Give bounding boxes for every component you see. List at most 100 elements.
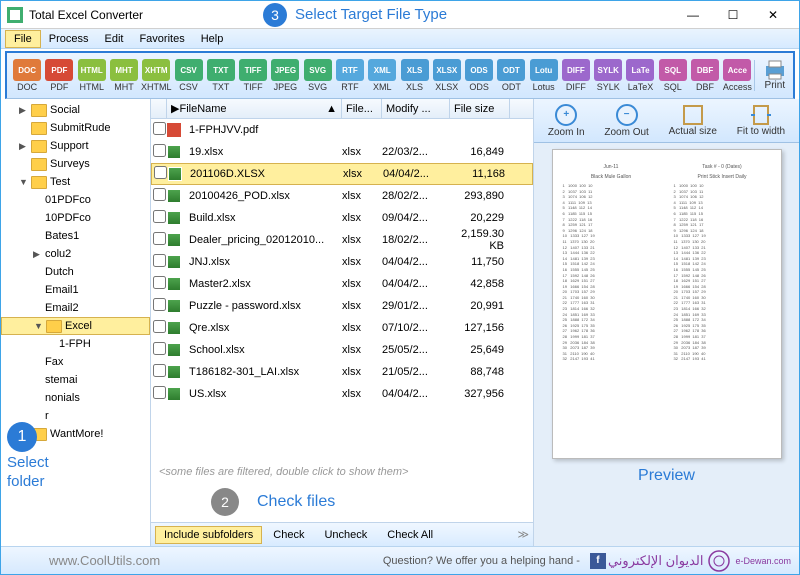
file-checkbox[interactable] [154, 166, 167, 179]
brand-logo-icon [707, 549, 731, 573]
menu-process[interactable]: Process [41, 31, 97, 47]
tree-item[interactable]: ▼Test [1, 173, 150, 191]
tree-item[interactable]: ▶colu2 [1, 245, 150, 263]
tree-item[interactable]: Bates1 [1, 227, 150, 245]
tree-item[interactable]: 01PDFco [1, 191, 150, 209]
format-xlsx-button[interactable]: XLSXXLSX [431, 59, 463, 92]
tree-item[interactable]: Fax [1, 353, 150, 371]
tree-item[interactable]: ▶Social [1, 101, 150, 119]
file-checkbox[interactable] [153, 210, 166, 223]
format-latex-button[interactable]: LaTeLaTeX [624, 59, 656, 92]
tree-item[interactable]: ▶Support [1, 137, 150, 155]
format-xml-button[interactable]: XMLXML [366, 59, 398, 92]
menu-favorites[interactable]: Favorites [131, 31, 192, 47]
file-checkbox[interactable] [153, 298, 166, 311]
format-html-button[interactable]: HTMLHTML [76, 59, 108, 92]
menubar: File Process Edit Favorites Help [1, 29, 799, 49]
format-mht-button[interactable]: MHTMHT [108, 59, 140, 92]
tree-item[interactable]: ▼Excel [1, 317, 150, 335]
file-checkbox[interactable] [153, 276, 166, 289]
file-checkbox[interactable] [153, 320, 166, 333]
titlebar: Total Excel Converter 3 Select Target Fi… [1, 1, 799, 29]
zoom-out-button[interactable]: −Zoom Out [604, 104, 648, 138]
col-filetype[interactable]: File... [342, 99, 382, 118]
format-sql-button[interactable]: SQLSQL [657, 59, 689, 92]
file-row[interactable]: JNJ.xlsxxlsx04/04/2...11,750 [151, 251, 533, 273]
file-row[interactable]: Build.xlsxxlsx09/04/2...20,229 [151, 207, 533, 229]
format-diff-button[interactable]: DIFFDIFF [560, 59, 592, 92]
file-row[interactable]: Master2.xlsxxlsx04/04/2...42,858 [151, 273, 533, 295]
file-row[interactable]: 19.xlsxxlsx22/03/2...16,849 [151, 141, 533, 163]
check-button[interactable]: Check [264, 526, 313, 544]
filtered-hint[interactable]: <some files are filtered, double click t… [151, 462, 533, 482]
format-ods-button[interactable]: ODSODS [463, 59, 495, 92]
tree-item[interactable]: stemai [1, 371, 150, 389]
format-doc-button[interactable]: DOCDOC [11, 59, 43, 92]
close-button[interactable]: ✕ [753, 4, 793, 26]
col-filename[interactable]: ▶ FileName▲ [167, 99, 342, 118]
tree-item[interactable]: Surveys [1, 155, 150, 173]
file-row[interactable]: T186182-301_LAI.xlsxxlsx21/05/2...88,748 [151, 361, 533, 383]
zoom-in-button[interactable]: +Zoom In [548, 104, 585, 138]
step1-label2: folder [7, 473, 49, 490]
file-checkbox[interactable] [153, 122, 166, 135]
maximize-button[interactable]: ☐ [713, 4, 753, 26]
preview-panel: +Zoom In −Zoom Out Actual size Fit to wi… [534, 99, 799, 546]
file-checkbox[interactable] [153, 144, 166, 157]
format-rtf-button[interactable]: RTFRTF [334, 59, 366, 92]
format-svg-button[interactable]: SVGSVG [302, 59, 334, 92]
tree-item[interactable]: 1-FPH [1, 335, 150, 353]
tree-item[interactable]: nonials [1, 389, 150, 407]
file-row[interactable]: Dealer_pricing_02012010...xlsx18/02/2...… [151, 229, 533, 251]
uncheck-button[interactable]: Uncheck [315, 526, 376, 544]
status-url[interactable]: www.CoolUtils.com [49, 553, 160, 568]
actual-size-button[interactable]: Actual size [669, 104, 717, 137]
format-sylk-button[interactable]: SYLKSYLK [592, 59, 624, 92]
preview-toolbar: +Zoom In −Zoom Out Actual size Fit to wi… [534, 99, 799, 143]
format-pdf-button[interactable]: PDFPDF [43, 59, 75, 92]
menu-edit[interactable]: Edit [96, 31, 131, 47]
format-dbf-button[interactable]: DBFDBF [689, 59, 721, 92]
file-row[interactable]: Qre.xlsxxlsx07/10/2...127,156 [151, 317, 533, 339]
format-lotus-button[interactable]: LotuLotus [528, 59, 560, 92]
tree-item[interactable]: Email2 [1, 299, 150, 317]
minimize-button[interactable]: — [673, 4, 713, 26]
file-checkbox[interactable] [153, 342, 166, 355]
step1-callout: 1 Select folder [7, 422, 49, 490]
col-check[interactable] [151, 99, 167, 118]
format-csv-button[interactable]: CSVCSV [172, 59, 204, 92]
format-xls-button[interactable]: XLSXLS [398, 59, 430, 92]
file-row[interactable]: 1-FPHJVV.pdf [151, 119, 533, 141]
include-subfolders-button[interactable]: Include subfolders [155, 526, 262, 544]
file-row[interactable]: School.xlsxxlsx25/05/2...25,649 [151, 339, 533, 361]
file-checkbox[interactable] [153, 364, 166, 377]
file-checkbox[interactable] [153, 232, 166, 245]
format-xhtml-button[interactable]: XHTMXHTML [140, 59, 172, 92]
fit-width-icon [750, 104, 772, 126]
print-button[interactable]: Print [754, 60, 789, 91]
col-modified[interactable]: Modify ... [382, 99, 450, 118]
file-checkbox[interactable] [153, 386, 166, 399]
file-checkbox[interactable] [153, 254, 166, 267]
preview-label: Preview [638, 467, 695, 485]
tree-item[interactable]: 10PDFco [1, 209, 150, 227]
check-all-button[interactable]: Check All [378, 526, 442, 544]
format-access-button[interactable]: AcceAccess [721, 59, 753, 92]
file-row[interactable]: 20100426_POD.xlsxxlsx28/02/2...293,890 [151, 185, 533, 207]
file-checkbox[interactable] [153, 188, 166, 201]
tree-item[interactable]: SubmitRude [1, 119, 150, 137]
format-tiff-button[interactable]: TIFFTIFF [237, 59, 269, 92]
file-row[interactable]: Puzzle - password.xlsxxlsx29/01/2...20,9… [151, 295, 533, 317]
format-txt-button[interactable]: TXTTXT [205, 59, 237, 92]
col-filesize[interactable]: File size [450, 99, 510, 118]
format-odt-button[interactable]: ODTODT [495, 59, 527, 92]
fit-width-button[interactable]: Fit to width [737, 104, 785, 137]
file-row[interactable]: 201106D.XLSXxlsx04/04/2...11,168 [151, 163, 533, 185]
format-jpeg-button[interactable]: JPEGJPEG [269, 59, 301, 92]
menu-file[interactable]: File [5, 30, 41, 48]
tree-item[interactable]: Email1 [1, 281, 150, 299]
menu-help[interactable]: Help [193, 31, 232, 47]
file-row[interactable]: US.xlsxxlsx04/04/2...327,956 [151, 383, 533, 405]
tree-item[interactable]: Dutch [1, 263, 150, 281]
facebook-icon[interactable]: f [590, 553, 606, 569]
